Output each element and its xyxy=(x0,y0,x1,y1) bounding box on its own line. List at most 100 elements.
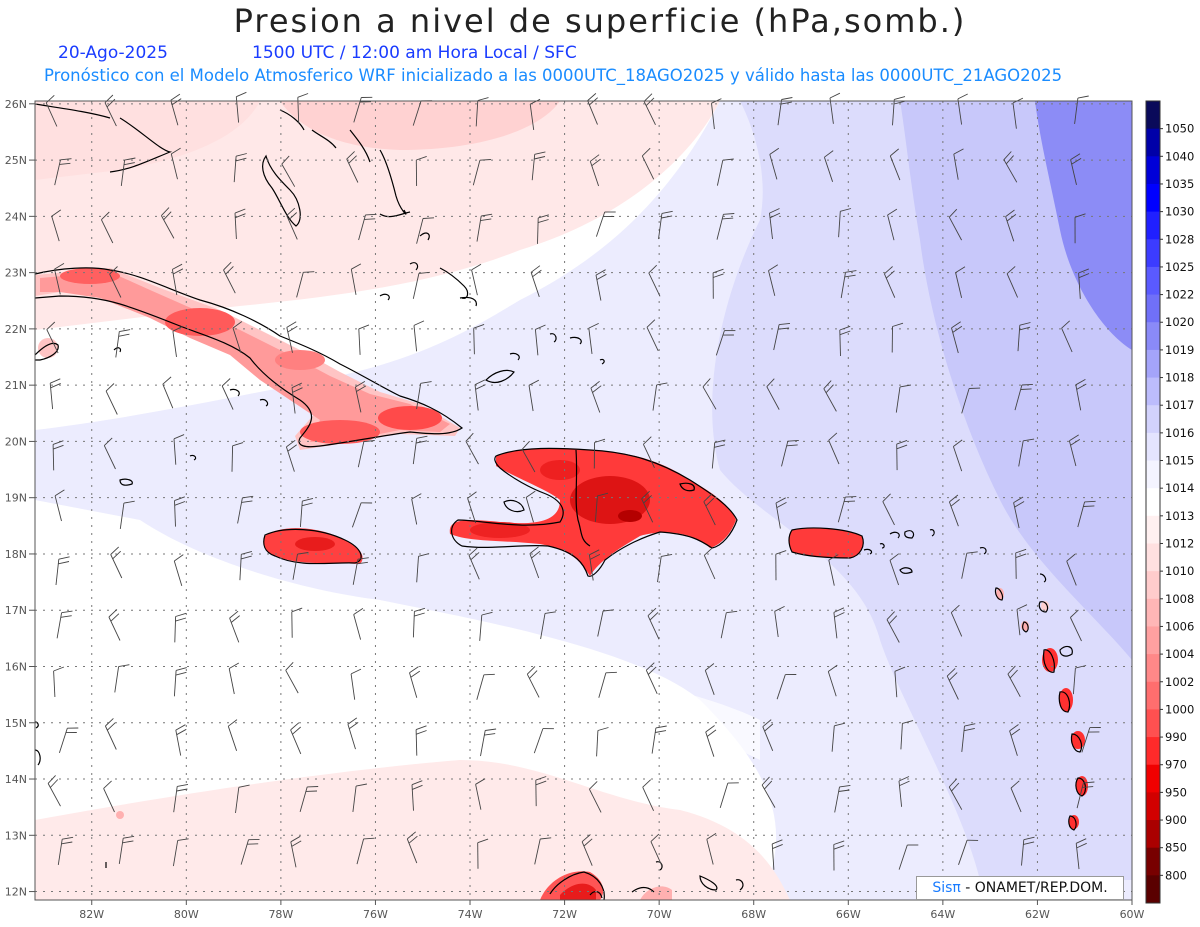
wind-barb xyxy=(479,614,483,641)
colorbar-swatch xyxy=(1146,875,1160,903)
wind-barb xyxy=(540,613,546,640)
wind-barb xyxy=(957,98,963,125)
wind-barb xyxy=(657,556,662,583)
wind-barb xyxy=(948,216,962,241)
colorbar-label: 1002 xyxy=(1165,675,1194,689)
wind-barb xyxy=(889,560,900,586)
colorbar-swatch xyxy=(1146,626,1160,655)
lat-label: 14N xyxy=(5,773,27,786)
wind-barb xyxy=(652,384,658,411)
wind-barb xyxy=(895,386,901,413)
lat-label: 25N xyxy=(5,154,27,167)
colorbar-label: 1019 xyxy=(1165,343,1194,357)
wind-barb xyxy=(350,269,357,295)
wind-barb xyxy=(1010,787,1022,813)
colorbar-swatch xyxy=(1146,183,1160,213)
wind-barb xyxy=(1061,328,1073,353)
wind-barb xyxy=(476,674,485,700)
colorbar-swatch xyxy=(1146,322,1160,351)
wind-barb xyxy=(472,160,481,186)
colorbar-swatch xyxy=(1146,654,1160,683)
wind-barb xyxy=(597,610,604,637)
wind-barb xyxy=(416,556,419,583)
model-description: Pronóstico con el Modelo Atmosferico WRF… xyxy=(44,66,1063,85)
wind-barb xyxy=(170,153,178,180)
cuba-low-pressure xyxy=(35,268,460,450)
wind-barb xyxy=(598,672,607,698)
colorbar-label: 800 xyxy=(1165,868,1187,882)
wind-barb xyxy=(769,154,778,180)
wind-barb xyxy=(828,440,840,465)
wind-barb xyxy=(162,384,174,409)
wind-barb xyxy=(297,97,300,124)
wind-barb xyxy=(172,840,179,867)
wind-barb xyxy=(950,612,963,637)
colorbar-label: 950 xyxy=(1165,785,1187,799)
wind-barb xyxy=(292,554,298,580)
wind-barb xyxy=(1016,609,1021,636)
wind-barb xyxy=(529,104,535,130)
hispaniola-low-pressure xyxy=(449,448,736,576)
pressure-shading xyxy=(35,101,1132,900)
colorbar-label: 990 xyxy=(1165,730,1187,744)
wind-barb xyxy=(768,270,776,296)
wind-barb xyxy=(720,612,727,639)
wind-barb xyxy=(227,726,238,751)
colorbar-label: 1035 xyxy=(1165,177,1194,191)
wind-barb xyxy=(465,441,479,465)
wind-barb xyxy=(412,100,422,126)
wind-barb xyxy=(412,273,420,299)
wind-barb xyxy=(352,786,357,812)
wind-barb xyxy=(955,272,963,299)
colorbar-swatch xyxy=(1146,598,1160,627)
wind-barb xyxy=(475,784,482,810)
colorbar-swatch xyxy=(1146,128,1160,157)
wind-barbs xyxy=(45,91,1101,871)
credit-box: Sisπ - ONAMET/REP.DOM. xyxy=(916,876,1124,900)
lon-label: 74W xyxy=(458,908,483,921)
wind-barb xyxy=(703,555,716,580)
lat-label: 22N xyxy=(5,323,27,336)
wind-barb xyxy=(473,328,475,355)
wind-barb xyxy=(105,390,118,415)
wind-barb xyxy=(1018,440,1024,467)
wind-barb xyxy=(534,329,539,356)
credit-brand: Sisπ xyxy=(932,880,961,896)
wind-barb xyxy=(650,841,663,866)
lat-label: 15N xyxy=(5,717,27,730)
colorbar-swatch xyxy=(1146,681,1160,710)
wind-barb xyxy=(173,560,183,587)
colorbar-swatch xyxy=(1146,377,1160,406)
wind-barb xyxy=(829,97,834,124)
wind-barb xyxy=(52,444,55,471)
colorbar-label: 1015 xyxy=(1165,454,1194,468)
colorbar-label: 1022 xyxy=(1165,288,1194,302)
colorbar-swatch xyxy=(1146,737,1160,766)
wind-barb xyxy=(100,219,114,244)
lat-label: 17N xyxy=(5,604,27,617)
colorbar-label: 1012 xyxy=(1165,536,1194,550)
lat-label: 19N xyxy=(5,492,27,505)
wind-barb xyxy=(642,444,655,468)
wind-barb xyxy=(642,787,655,811)
wind-barb xyxy=(119,503,125,529)
wind-barb xyxy=(231,445,234,472)
wind-barb xyxy=(831,725,835,752)
wind-barb xyxy=(704,670,715,695)
wind-barb xyxy=(898,844,908,870)
wind-barb xyxy=(900,723,903,750)
colorbar-swatch xyxy=(1146,571,1160,600)
wind-barb xyxy=(357,441,365,468)
wind-barb xyxy=(475,100,479,127)
lon-label: 60W xyxy=(1120,908,1145,921)
colorbar-swatch xyxy=(1146,847,1160,876)
colorbar-swatch xyxy=(1146,211,1160,240)
lat-label: 21N xyxy=(5,379,27,392)
colorbar-label: 1025 xyxy=(1165,260,1194,274)
colorbar-label: 1000 xyxy=(1165,702,1194,716)
puerto-rico-low-pressure xyxy=(789,528,864,558)
wind-barb xyxy=(961,553,968,579)
lat-label: 18N xyxy=(5,548,27,561)
wind-barb xyxy=(173,438,177,465)
